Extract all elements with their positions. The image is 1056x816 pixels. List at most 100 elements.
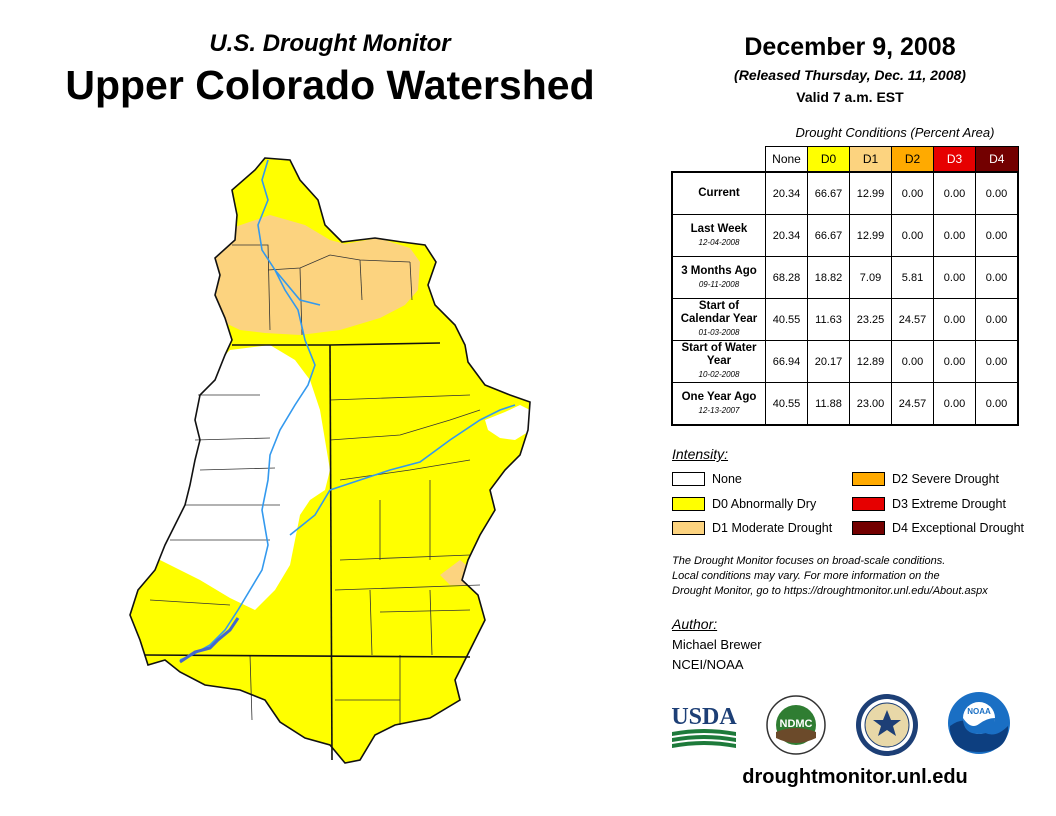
table-cell: 23.00	[849, 382, 892, 426]
boundary-lines	[149, 244, 481, 725]
table-row: Start of Calendar Year 01-03-2008 40.55 11.…	[671, 298, 1019, 341]
ndmc-logo-text: NDMC	[780, 718, 813, 730]
legend-label: D0 Abnormally Dry	[712, 497, 817, 511]
commerce-seal-logo	[856, 694, 918, 756]
table-cell: 0.00	[975, 298, 1019, 341]
table-cell: 12.99	[849, 171, 892, 215]
row-header: One Year Ago 12-13-2007	[671, 382, 766, 426]
author-name: Michael Brewer	[672, 637, 762, 652]
legend-item: D2 Severe Drought	[852, 472, 999, 486]
table-cell: 7.09	[849, 256, 892, 299]
table-cell: 0.00	[975, 171, 1019, 215]
row-header: Start of Water Year 10-02-2008	[671, 340, 766, 383]
row-date: 12-13-2007	[698, 405, 740, 415]
map-subtitle: U.S. Drought Monitor	[209, 30, 451, 57]
table-cell: 23.25	[849, 298, 892, 341]
table-cell: 5.81	[891, 256, 934, 299]
disclaimer-line: The Drought Monitor focuses on broad-sca…	[672, 555, 946, 567]
table-row: One Year Ago 12-13-2007 40.55 11.88 23.00 24.…	[671, 382, 1019, 426]
intensity-legend-title: Intensity:	[672, 446, 729, 462]
table-cell: 24.57	[891, 298, 934, 341]
legend-label: D1 Moderate Drought	[712, 521, 833, 535]
row-header: Last Week 12-04-2008	[671, 214, 766, 257]
legend-item: D0 Abnormally Dry	[672, 497, 816, 511]
legend-swatch	[852, 497, 885, 511]
table-cell: 66.67	[807, 171, 850, 215]
table-corner	[672, 147, 766, 173]
table-cell: 0.00	[975, 214, 1019, 257]
row-date: 12-04-2008	[698, 237, 740, 247]
table-cell: 0.00	[933, 256, 976, 299]
column-header-none: None	[765, 146, 808, 173]
table-row: 3 Months Ago 09-11-2008 68.28 18.82 7.09 5.81…	[671, 256, 1019, 299]
table-cell: 20.17	[807, 340, 850, 383]
column-header-d1: D1	[849, 146, 892, 173]
noaa-logo: NOAA	[948, 692, 1010, 754]
table-cell: 0.00	[891, 340, 934, 383]
table-cell: 0.00	[933, 214, 976, 257]
table-cell: 20.34	[765, 171, 808, 215]
legend-swatch	[852, 521, 885, 535]
table-cell: 40.55	[765, 382, 808, 426]
row-date: 09-11-2008	[698, 279, 740, 289]
map-date: December 9, 2008	[744, 33, 956, 61]
disclaimer-line: Local conditions may vary. For more info…	[672, 570, 940, 582]
disclaimer-text: The Drought Monitor focuses on broad-sca…	[672, 554, 1052, 599]
table-cell: 12.89	[849, 340, 892, 383]
table-cell: 0.00	[933, 171, 976, 215]
table-cell: 18.82	[807, 256, 850, 299]
row-label: 3 Months Ago	[681, 264, 757, 277]
table-caption: Drought Conditions (Percent Area)	[795, 125, 995, 140]
legend-item: D1 Moderate Drought	[672, 521, 832, 535]
row-header: 3 Months Ago 09-11-2008	[671, 256, 766, 299]
legend-swatch	[852, 472, 885, 486]
table-cell: 66.67	[807, 214, 850, 257]
lake-powell	[179, 617, 240, 664]
row-label: Start of Calendar Year	[680, 300, 758, 325]
table-cell: 40.55	[765, 298, 808, 341]
valid-time: Valid 7 a.m. EST	[796, 89, 904, 105]
table-cell: 0.00	[975, 382, 1019, 426]
row-date: 01-03-2008	[698, 328, 740, 337]
legend-item: None	[672, 472, 742, 486]
table-cell: 68.28	[765, 256, 808, 299]
table-cell: 0.00	[933, 340, 976, 383]
noaa-logo-text: NOAA	[967, 707, 991, 716]
table-cell: 0.00	[975, 340, 1019, 383]
map-title: Upper Colorado Watershed	[65, 62, 595, 108]
legend-label: D3 Extreme Drought	[892, 497, 1006, 511]
row-header: Current	[671, 171, 766, 215]
release-date: (Released Thursday, Dec. 11, 2008)	[734, 67, 966, 83]
legend-swatch	[672, 497, 705, 511]
website-link[interactable]: droughtmonitor.unl.edu	[742, 766, 968, 788]
table-row: Current 20.34 66.67 12.99 0.00 0.00 0.00	[671, 171, 1019, 215]
column-header-d2: D2	[891, 146, 934, 173]
legend-item: D4 Exceptional Drought	[852, 521, 1024, 535]
table-cell: 11.63	[807, 298, 850, 341]
table-cell: 20.34	[765, 214, 808, 257]
column-header-d4: D4	[975, 146, 1019, 173]
legend-label: None	[712, 472, 742, 486]
table-row: Start of Water Year 10-02-2008 66.94 20.17 1…	[671, 340, 1019, 383]
legend-item: D3 Extreme Drought	[852, 497, 1006, 511]
table-cell: 12.99	[849, 214, 892, 257]
table-cell: 66.94	[765, 340, 808, 383]
table-cell: 24.57	[891, 382, 934, 426]
table-cell: 0.00	[933, 382, 976, 426]
table-row: Last Week 12-04-2008 20.34 66.67 12.99 0.00 0.…	[671, 214, 1019, 257]
row-header: Start of Calendar Year 01-03-2008	[671, 298, 766, 341]
usda-logo-text: USDA	[671, 704, 737, 730]
column-header-d0: D0	[807, 146, 850, 173]
column-header-d3: D3	[933, 146, 976, 173]
table-cell: 0.00	[891, 214, 934, 257]
table-cell: 11.88	[807, 382, 850, 426]
row-label: Start of Water Year	[681, 342, 757, 367]
legend-swatch	[672, 521, 705, 535]
usda-logo: USDA	[671, 704, 737, 748]
ndmc-logo: NDMC	[766, 695, 826, 755]
author-title: Author:	[672, 616, 718, 632]
table-cell: 0.00	[891, 171, 934, 215]
row-date: 10-02-2008	[698, 370, 740, 379]
state-lines	[144, 342, 471, 761]
